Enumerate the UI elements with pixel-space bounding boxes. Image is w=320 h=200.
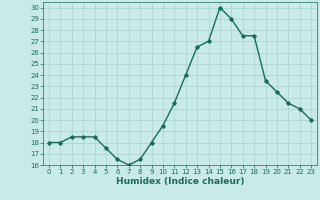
X-axis label: Humidex (Indice chaleur): Humidex (Indice chaleur) xyxy=(116,177,244,186)
